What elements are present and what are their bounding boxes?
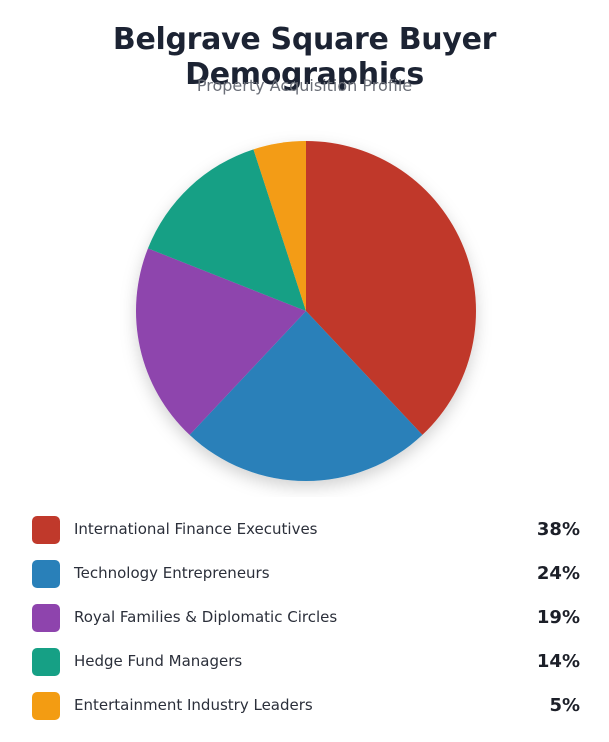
legend-swatch [32, 692, 60, 720]
legend-label: Hedge Fund Managers [74, 652, 243, 670]
legend-value: 38% [536, 519, 580, 540]
legend-swatch [32, 648, 60, 676]
chart-title: Belgrave Square Buyer Demographics [112, 22, 497, 92]
legend-value: 24% [536, 563, 580, 584]
legend-value: 14% [536, 651, 580, 672]
legend-swatch [32, 604, 60, 632]
pie-chart [136, 141, 476, 481]
legend-item: Royal Families & Diplomatic Circles 19% [32, 596, 584, 640]
legend-item: Entertainment Industry Leaders 5% [32, 684, 584, 728]
legend-value: 19% [536, 607, 580, 628]
pie-slice [189, 311, 423, 481]
legend-item: Technology Entrepreneurs 24% [32, 552, 584, 596]
legend-label: Entertainment Industry Leaders [74, 696, 313, 714]
pie-slice [253, 141, 306, 311]
legend-swatch [32, 560, 60, 588]
chart-subtitle: Property Acquisition Profile [196, 76, 413, 95]
chart-legend: International Finance Executives 38% Tec… [32, 508, 584, 728]
legend-value: 5% [549, 695, 580, 716]
pie-slice [136, 248, 306, 435]
legend-label: Technology Entrepreneurs [74, 564, 270, 582]
legend-item: Hedge Fund Managers 14% [32, 640, 584, 684]
legend-label: Royal Families & Diplomatic Circles [74, 608, 338, 626]
legend-label: International Finance Executives [74, 520, 318, 538]
legend-swatch [32, 516, 60, 544]
pie-slice [147, 149, 306, 311]
legend-item: International Finance Executives 38% [32, 508, 584, 552]
pie-slice [306, 141, 476, 435]
